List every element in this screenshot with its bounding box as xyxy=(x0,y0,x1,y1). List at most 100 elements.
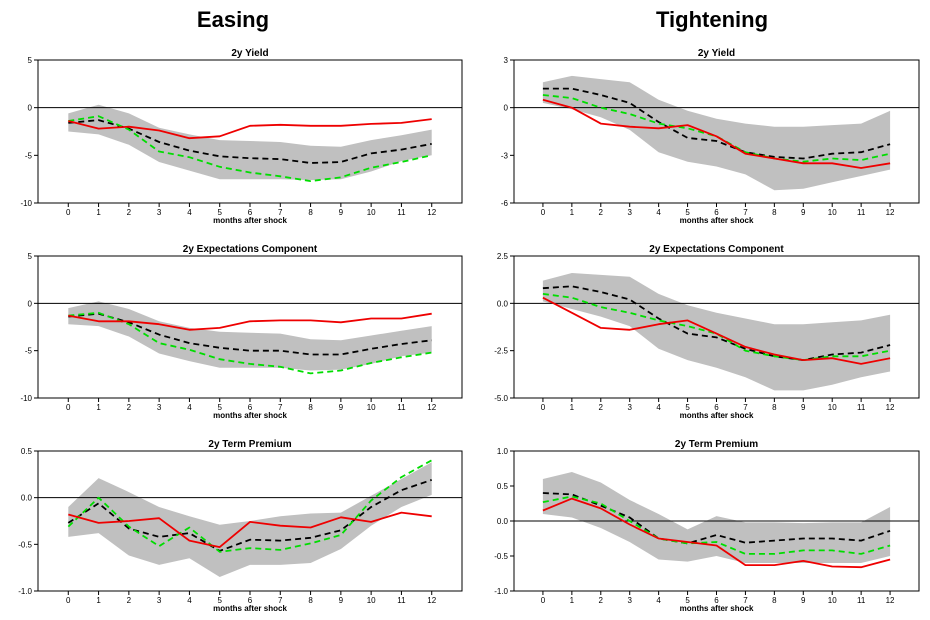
panel-title: 2y Yield xyxy=(231,48,268,59)
series-line-red xyxy=(68,511,432,548)
series-line-green xyxy=(68,115,432,183)
x-tick-label: 0 xyxy=(66,403,71,412)
x-tick-label: 9 xyxy=(339,596,344,605)
x-tick-label: 2 xyxy=(599,403,604,412)
x-tick-label: 1 xyxy=(570,596,575,605)
x-tick-label: 4 xyxy=(656,596,661,605)
x-tick-label: 5 xyxy=(685,208,690,217)
x-tick-label: 9 xyxy=(339,208,344,217)
x-tick-label: 5 xyxy=(217,596,222,605)
series-line-red xyxy=(68,118,432,140)
series-line-red xyxy=(68,312,432,331)
y-tick-label: 0.5 xyxy=(497,482,509,491)
x-tick-label: 8 xyxy=(772,596,777,605)
x-tick-label: 3 xyxy=(627,403,632,412)
x-tick-label: 9 xyxy=(801,208,806,217)
series-line-black xyxy=(68,119,432,164)
x-tick-label: 1 xyxy=(96,596,101,605)
y-tick-label: 0.0 xyxy=(21,494,33,503)
series-line-black xyxy=(542,87,891,160)
series-line-black xyxy=(542,492,891,545)
x-tick-label: 0 xyxy=(66,208,71,217)
x-tick-label: 8 xyxy=(308,596,313,605)
x-tick-label: 11 xyxy=(857,208,866,217)
x-tick-label: 10 xyxy=(828,208,837,217)
series-line-green xyxy=(68,311,432,375)
y-tick-label: -5.0 xyxy=(494,394,508,403)
x-tick-label: 5 xyxy=(217,403,222,412)
x-axis-label: months after shock xyxy=(680,411,754,420)
x-tick-label: 6 xyxy=(248,403,253,412)
y-tick-label: 0.5 xyxy=(21,447,33,456)
x-tick-label: 12 xyxy=(427,403,436,412)
column-header-tightening: Tightening xyxy=(656,7,768,32)
confidence-band xyxy=(542,472,891,563)
y-tick-label: -10 xyxy=(20,394,32,403)
x-tick-label: 2 xyxy=(599,596,604,605)
x-tick-label: 7 xyxy=(743,403,748,412)
series-line-red xyxy=(542,497,891,569)
x-tick-label: 11 xyxy=(397,208,406,217)
x-tick-label: 12 xyxy=(427,208,436,217)
x-axis-label: months after shock xyxy=(213,216,287,225)
x-tick-label: 6 xyxy=(714,208,719,217)
x-tick-label: 3 xyxy=(627,596,632,605)
x-tick-label: 5 xyxy=(685,403,690,412)
x-tick-label: 1 xyxy=(570,208,575,217)
x-tick-label: 9 xyxy=(801,596,806,605)
x-axis-label: months after shock xyxy=(680,216,754,225)
x-tick-label: 5 xyxy=(217,208,222,217)
x-tick-label: 12 xyxy=(886,596,895,605)
x-tick-label: 3 xyxy=(157,403,162,412)
x-tick-label: 4 xyxy=(656,403,661,412)
panel-title: 2y Term Premium xyxy=(675,439,758,450)
x-tick-label: 5 xyxy=(685,596,690,605)
series-line-green xyxy=(67,459,433,553)
y-tick-label: 0 xyxy=(28,104,33,113)
x-tick-label: 7 xyxy=(278,596,283,605)
series-line-green xyxy=(542,495,891,555)
y-tick-label: -3 xyxy=(501,151,509,160)
y-tick-label: 2.5 xyxy=(497,252,509,261)
x-tick-label: 11 xyxy=(857,596,866,605)
x-tick-label: 10 xyxy=(367,208,376,217)
y-tick-label: 5 xyxy=(28,252,33,261)
panel-title: 2y Expectations Component xyxy=(649,244,784,255)
y-tick-label: -5 xyxy=(25,151,33,160)
y-tick-label: 5 xyxy=(28,56,33,65)
x-tick-label: 2 xyxy=(127,403,132,412)
x-tick-label: 11 xyxy=(857,403,866,412)
x-tick-label: 1 xyxy=(96,208,101,217)
y-tick-label: -5 xyxy=(25,347,33,356)
y-tick-label: -1.0 xyxy=(494,587,508,596)
x-tick-label: 7 xyxy=(743,208,748,217)
x-tick-label: 3 xyxy=(627,208,632,217)
x-tick-label: 7 xyxy=(278,208,283,217)
confidence-band xyxy=(68,301,432,371)
x-tick-label: 7 xyxy=(278,403,283,412)
panel-title: 2y Yield xyxy=(698,48,735,59)
x-tick-label: 9 xyxy=(339,403,344,412)
x-tick-label: 4 xyxy=(187,403,192,412)
x-tick-label: 6 xyxy=(248,208,253,217)
y-tick-label: -0.5 xyxy=(494,552,508,561)
x-axis-label: months after shock xyxy=(680,604,754,613)
x-tick-label: 12 xyxy=(886,208,895,217)
y-tick-label: -10 xyxy=(20,199,32,208)
y-tick-label: -0.5 xyxy=(18,540,32,549)
x-tick-label: 2 xyxy=(599,208,604,217)
x-tick-label: 8 xyxy=(772,403,777,412)
panel-4: 2y Expectations Component 2.5 0.0 -2.5 -5.0 0… xyxy=(494,244,920,420)
x-tick-label: 0 xyxy=(66,596,71,605)
x-tick-label: 0 xyxy=(541,596,546,605)
x-tick-label: 12 xyxy=(427,596,436,605)
y-tick-label: 0.0 xyxy=(497,517,509,526)
x-tick-label: 10 xyxy=(828,403,837,412)
x-tick-label: 12 xyxy=(886,403,895,412)
confidence-band xyxy=(68,104,432,181)
column-header-easing: Easing xyxy=(197,7,269,32)
